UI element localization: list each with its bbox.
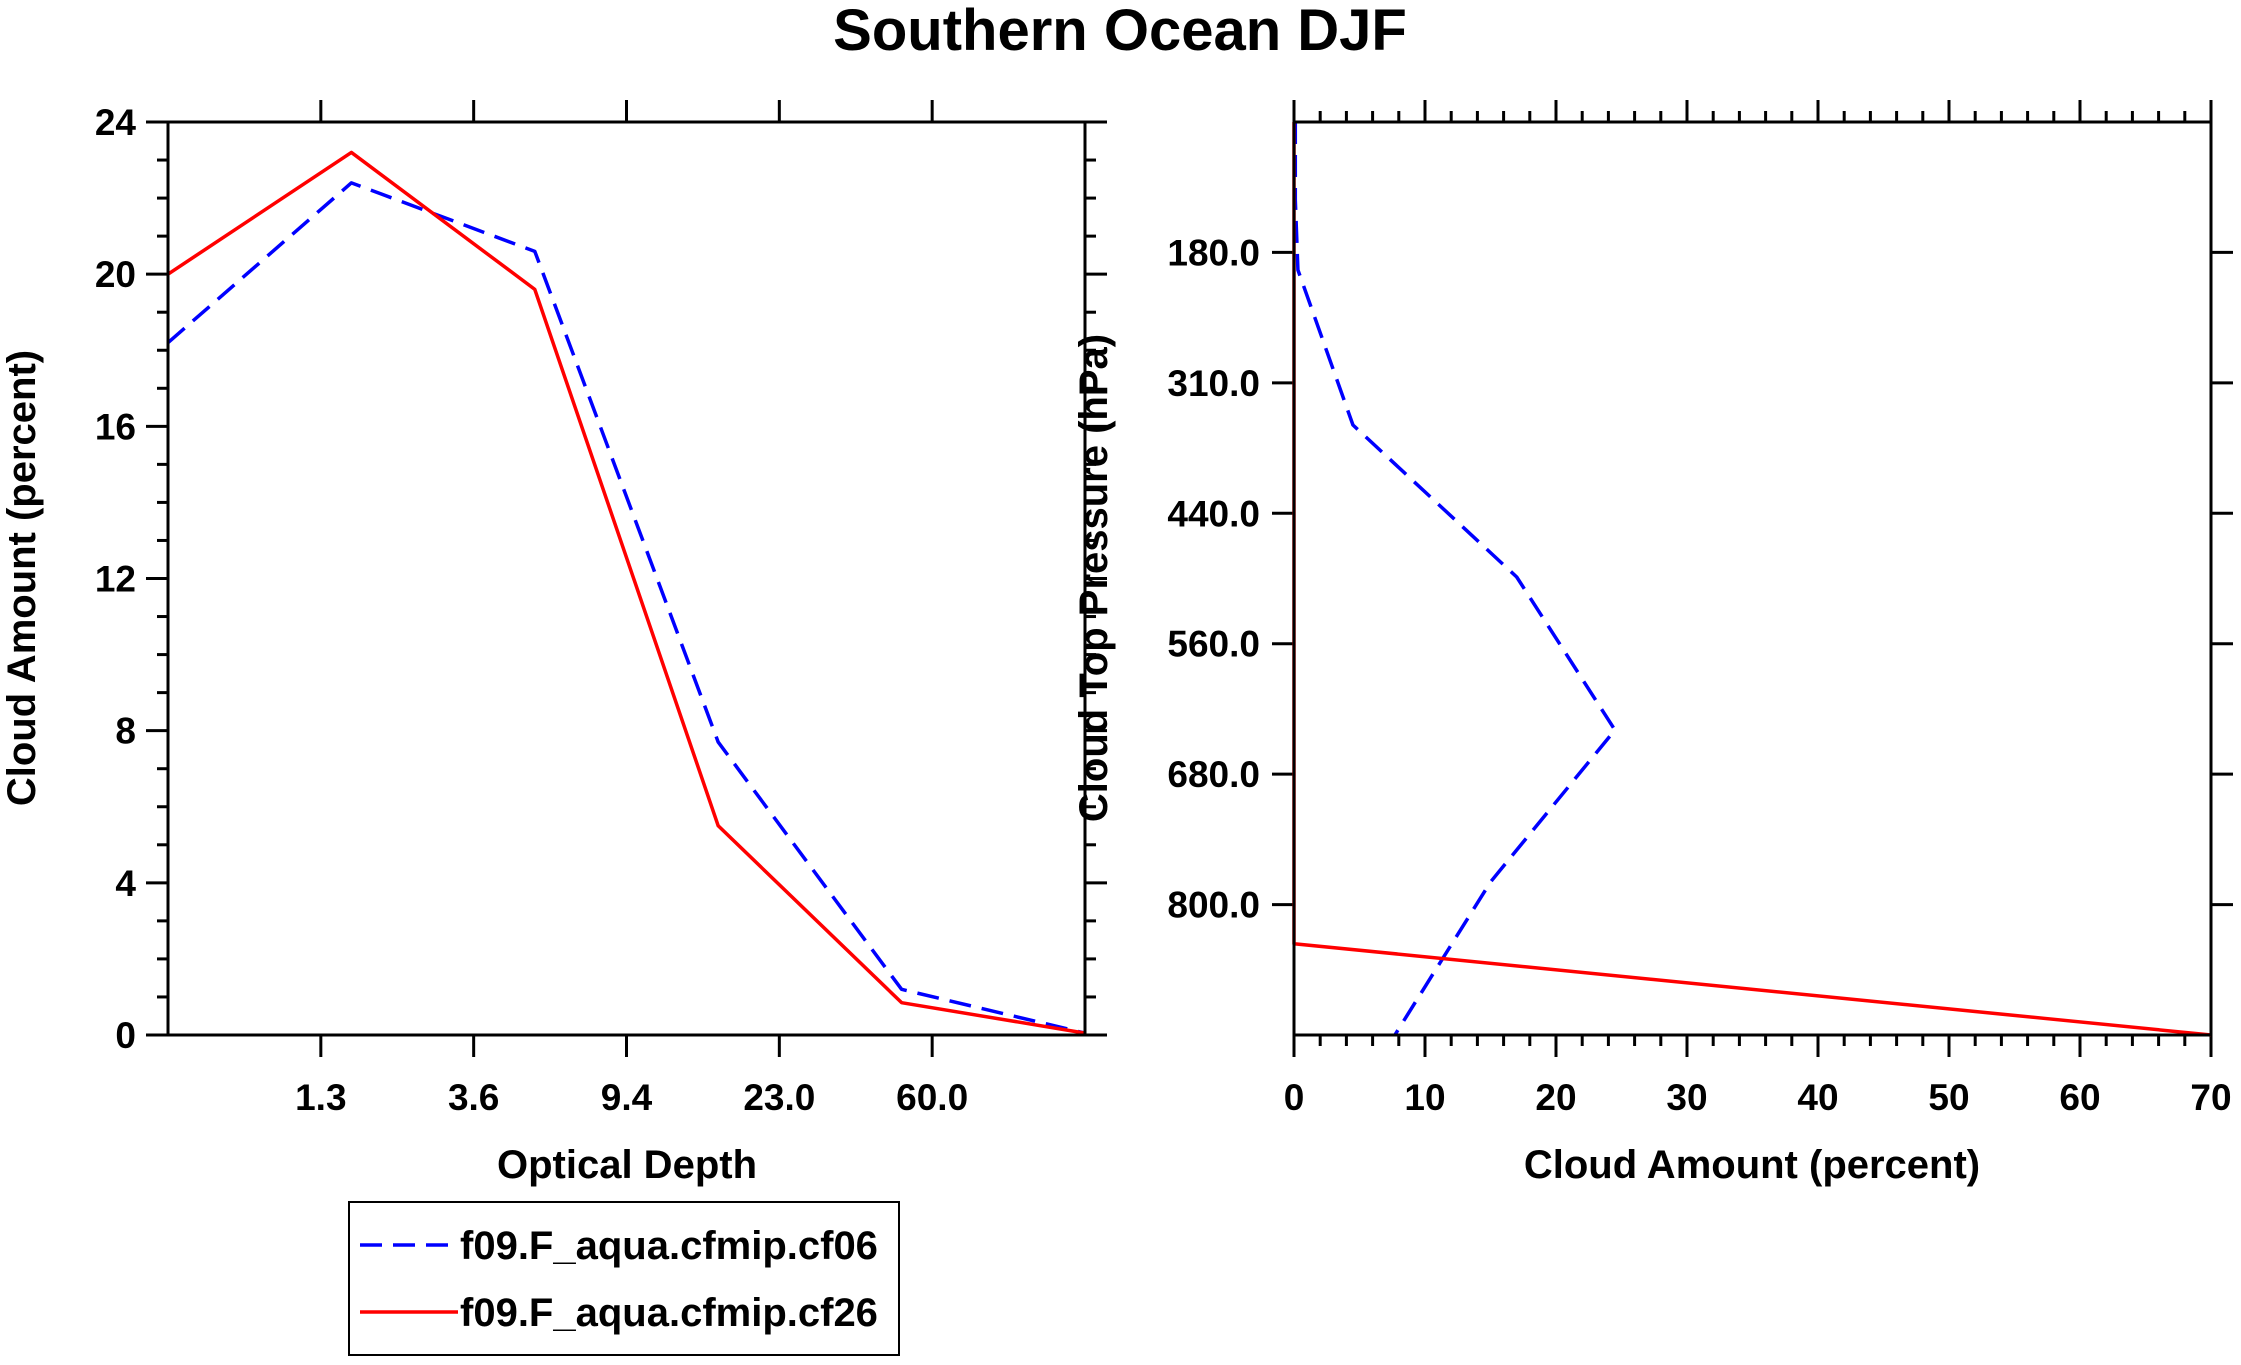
right-chart: 0 10 20 30 40 50 60 70 180.0 310.0 440.0 560.0 680.0… xyxy=(1072,100,2233,1187)
left-series-line-0 xyxy=(166,181,1086,1035)
right-series-line-0 xyxy=(1293,122,1617,1036)
right-y-tick-label: 180.0 xyxy=(1167,232,1260,273)
left-series-lines xyxy=(166,150,1086,1035)
right-y-tick-label: 680.0 xyxy=(1167,754,1260,795)
left-y-tick-label: 16 xyxy=(95,406,136,447)
left-y-tick-label: 4 xyxy=(115,863,136,904)
right-plot-frame xyxy=(1292,120,2213,1037)
left-x-tick-label: 3.6 xyxy=(448,1077,499,1118)
left-x-axis-label: Optical Depth xyxy=(497,1143,757,1187)
left-tick-labels: 0 4 8 12 16 20 24 1.3 3.6 9.4 23.0 60.0 xyxy=(95,102,968,1118)
figure-title: Southern Ocean DJF xyxy=(833,0,1407,63)
legend-box xyxy=(348,1201,900,1356)
left-y-tick-label: 8 xyxy=(115,711,136,752)
left-y-tick-label: 12 xyxy=(95,559,136,600)
right-y-axis-label: Cloud Top Pressure (hPa) xyxy=(1072,334,1116,822)
left-plot-frame xyxy=(166,120,1087,1037)
left-series-line-1 xyxy=(167,150,1086,1035)
right-x-tick-label: 50 xyxy=(1928,1077,1969,1118)
right-x-tick-label: 30 xyxy=(1666,1077,1707,1118)
right-x-tick-label: 0 xyxy=(1284,1077,1305,1118)
legend: f09.F_aqua.cfmip.cf06 f09.F_aqua.cfmip.c… xyxy=(348,1201,900,1356)
right-x-tick-label: 40 xyxy=(1797,1077,1838,1118)
right-x-axis-label: Cloud Amount (percent) xyxy=(1524,1143,1980,1187)
right-tick-labels: 0 10 20 30 40 50 60 70 180.0 310.0 440.0 560.0 680.0… xyxy=(1167,232,2231,1118)
right-x-tick-label: 60 xyxy=(2059,1077,2100,1118)
right-x-tick-label: 20 xyxy=(1535,1077,1576,1118)
legend-label-cf26: f09.F_aqua.cfmip.cf26 xyxy=(460,1291,878,1335)
left-x-tick-label: 60.0 xyxy=(896,1077,968,1118)
right-x-tick-label: 10 xyxy=(1404,1077,1445,1118)
left-x-tick-label: 1.3 xyxy=(295,1077,346,1118)
left-x-tick-label: 23.0 xyxy=(743,1077,815,1118)
right-x-tick-label: 70 xyxy=(2190,1077,2231,1118)
left-ticks xyxy=(146,100,1107,1057)
right-y-tick-label: 440.0 xyxy=(1167,493,1260,534)
left-y-tick-label: 24 xyxy=(95,102,137,143)
right-series-lines xyxy=(1292,122,2212,1037)
right-y-tick-label: 310.0 xyxy=(1167,363,1260,404)
right-ticks xyxy=(1272,100,2233,1057)
left-x-tick-label: 9.4 xyxy=(601,1077,653,1118)
right-series-line-1 xyxy=(1292,122,2212,1037)
right-y-tick-label: 560.0 xyxy=(1167,624,1260,665)
right-y-tick-label: 800.0 xyxy=(1167,885,1260,926)
left-y-axis-label: Cloud Amount (percent) xyxy=(0,350,44,806)
legend-label-cf06: f09.F_aqua.cfmip.cf06 xyxy=(460,1224,878,1268)
left-y-tick-label: 0 xyxy=(115,1015,136,1056)
left-y-tick-label: 20 xyxy=(95,254,136,295)
left-chart: 0 4 8 12 16 20 24 1.3 3.6 9.4 23.0 60.0 Optical Dep… xyxy=(0,100,1107,1187)
